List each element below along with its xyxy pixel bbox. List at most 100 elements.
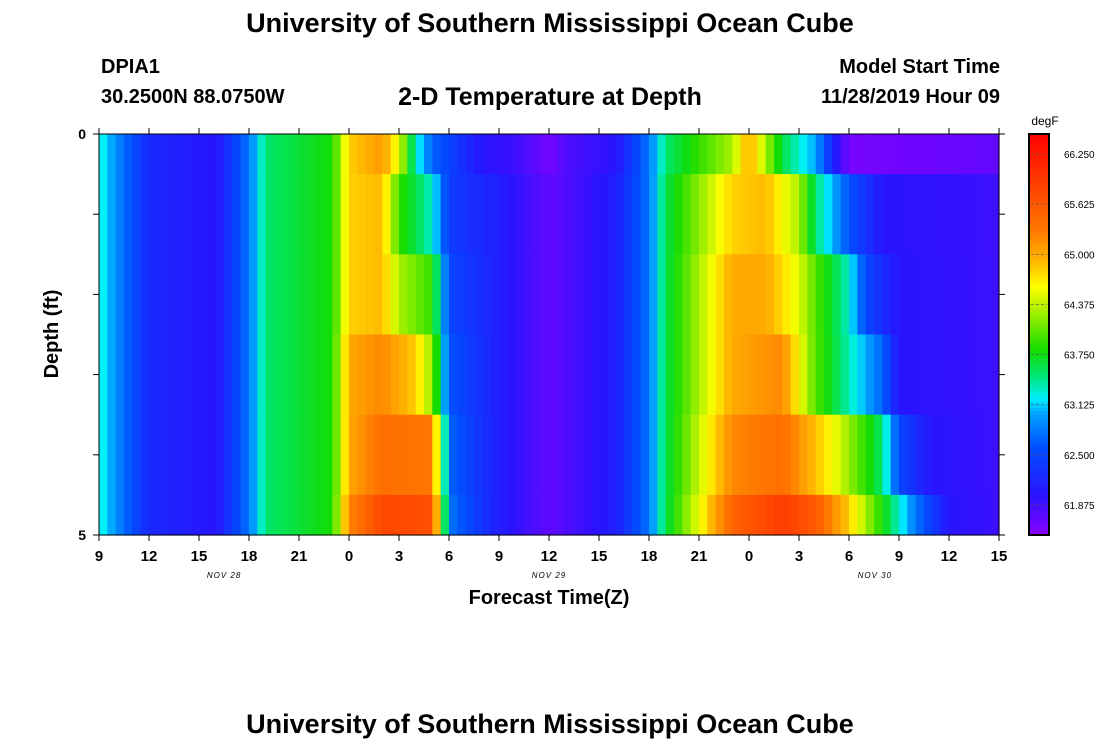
heatmap-cell xyxy=(299,254,308,336)
colorbar-segment xyxy=(1029,418,1049,422)
heatmap-cell xyxy=(707,494,717,536)
heatmap-cell xyxy=(407,174,417,255)
heatmap-cell xyxy=(607,414,617,496)
heatmap-cell xyxy=(315,254,325,336)
x-tick-label: 12 xyxy=(941,548,958,565)
heatmap-cell xyxy=(507,494,517,536)
heatmap-cell xyxy=(307,334,317,416)
heatmap-cell xyxy=(232,414,242,496)
heatmap-cell xyxy=(174,174,183,255)
heatmap-cell xyxy=(732,174,742,255)
heatmap-cell xyxy=(240,334,250,416)
heatmap-cell xyxy=(440,134,450,175)
colorbar-segment xyxy=(1029,334,1049,339)
colorbar-segment xyxy=(1029,397,1049,402)
heatmap-cell xyxy=(499,334,508,416)
heatmap-cell xyxy=(949,414,958,496)
heatmap-cell xyxy=(532,414,542,496)
heatmap-cell xyxy=(249,254,258,336)
heatmap-cell xyxy=(340,134,350,175)
heatmap-cell xyxy=(707,334,717,416)
heatmap-cell xyxy=(249,494,258,536)
heatmap-cell xyxy=(232,174,242,255)
heatmap-cell xyxy=(890,254,900,336)
colorbar-segment xyxy=(1029,277,1049,282)
heatmap-cell xyxy=(774,134,783,175)
heatmap-cell xyxy=(815,174,825,255)
heatmap-cell xyxy=(799,174,808,255)
heatmap-cell xyxy=(132,134,142,175)
heatmap-cell xyxy=(532,134,542,175)
heatmap-cell xyxy=(557,414,567,496)
heatmap-cell xyxy=(574,494,583,536)
heatmap-cell xyxy=(157,414,167,496)
colorbar-tick-label: 63.750 xyxy=(1064,351,1095,362)
heatmap-cell xyxy=(115,334,125,416)
heatmap-cell xyxy=(449,334,458,416)
heatmap-cell xyxy=(890,494,900,536)
heatmap-cell xyxy=(815,414,825,496)
heatmap-cell xyxy=(349,494,358,536)
heatmap-cell xyxy=(515,174,525,255)
heatmap-cell xyxy=(265,174,275,255)
heatmap-cell xyxy=(390,334,400,416)
heatmap-cell xyxy=(182,414,192,496)
heatmap-cell xyxy=(124,334,133,416)
colorbar-segment xyxy=(1029,371,1049,376)
heatmap-cell xyxy=(957,494,967,536)
heatmap-cell xyxy=(157,334,167,416)
heatmap-cell xyxy=(965,414,975,496)
colorbar-segment xyxy=(1029,451,1049,456)
colorbar-segment xyxy=(1029,508,1049,513)
heatmap-cell xyxy=(557,254,567,336)
colorbar-segment xyxy=(1029,170,1049,175)
x-tick-label: 3 xyxy=(795,548,803,565)
heatmap-cell xyxy=(415,134,425,175)
colorbar-segment xyxy=(1029,424,1049,429)
heatmap-cell xyxy=(224,414,233,496)
heatmap-cell xyxy=(165,174,175,255)
heatmap-cell xyxy=(332,334,342,416)
colorbar-segment xyxy=(1029,367,1049,372)
heatmap-cell xyxy=(332,134,342,175)
heatmap-cell xyxy=(440,174,450,255)
heatmap-cell xyxy=(990,414,1000,496)
heatmap-cell xyxy=(840,254,850,336)
x-tick-label: 0 xyxy=(745,548,753,565)
colorbar-segment xyxy=(1029,387,1049,392)
heatmap-cell xyxy=(632,494,642,536)
heatmap-cell xyxy=(274,174,283,255)
heatmap-cell xyxy=(299,334,308,416)
heatmap-cell xyxy=(665,134,675,175)
heatmap-cell xyxy=(732,334,742,416)
heatmap-cell xyxy=(882,174,892,255)
heatmap-cell xyxy=(674,174,683,255)
heatmap-cell xyxy=(424,174,433,255)
heatmap-cell xyxy=(140,254,150,336)
heatmap-cell xyxy=(965,174,975,255)
heatmap-cell xyxy=(657,494,667,536)
heatmap-cell xyxy=(682,494,692,536)
heatmap-cell xyxy=(824,334,833,416)
heatmap-cell xyxy=(865,494,875,536)
x-tick-label: 21 xyxy=(691,548,708,565)
colorbar-segment xyxy=(1029,428,1049,433)
heatmap-cell xyxy=(482,494,492,536)
heatmap-cell xyxy=(365,134,375,175)
heatmap-cell xyxy=(324,334,333,416)
heatmap-cell xyxy=(274,334,283,416)
heatmap-cell xyxy=(882,494,892,536)
heatmap-cell xyxy=(682,134,692,175)
heatmap-cell xyxy=(215,334,225,416)
heatmap-cell xyxy=(815,334,825,416)
colorbar-segment xyxy=(1029,140,1049,145)
heatmap-cell xyxy=(824,254,833,336)
heatmap-cell xyxy=(207,254,217,336)
heatmap-cell xyxy=(649,414,658,496)
colorbar-segment xyxy=(1029,361,1049,366)
heatmap-cell xyxy=(474,334,483,416)
heatmap-cell xyxy=(282,174,292,255)
colorbar-segment xyxy=(1029,484,1049,489)
heatmap-cell xyxy=(307,174,317,255)
heatmap-cell xyxy=(532,174,542,255)
